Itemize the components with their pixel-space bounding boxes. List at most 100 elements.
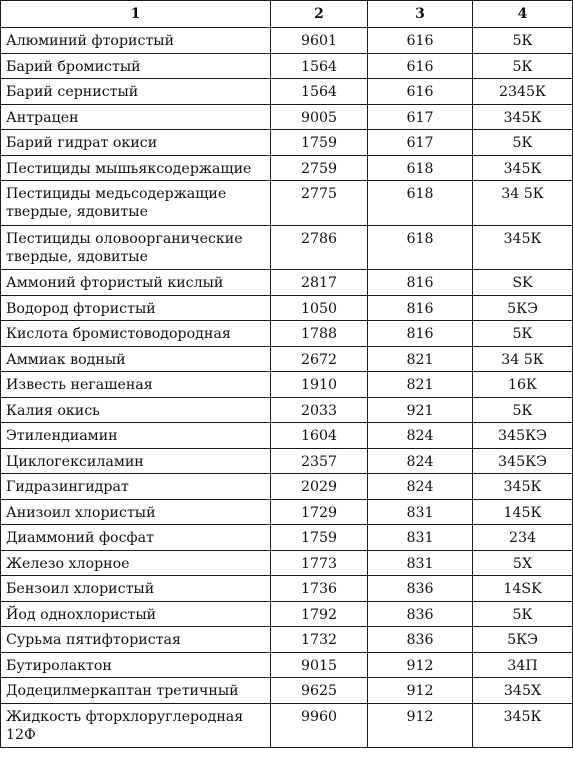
- cell-column-3: 816: [367, 269, 473, 296]
- cell-column-3: 821: [367, 345, 473, 372]
- column-header-4: 4: [472, 0, 573, 28]
- table-row: Бутиролактон 9015 912 34П: [0, 651, 573, 678]
- table-row: Аммоний фтористый кислый 2817 816 SK: [0, 269, 573, 296]
- cell-column-2: 1759: [270, 129, 368, 156]
- cell-substance-name: Барий гидрат окиси: [0, 129, 271, 156]
- cell-substance-name: Пестициды медьсодержащие твердые, ядовит…: [0, 180, 271, 226]
- cell-column-2: 9601: [270, 27, 368, 54]
- cell-substance-name: Жидкость фторхлоруглеродная 12Ф: [0, 702, 271, 748]
- cell-column-4: 345КЭ: [472, 447, 573, 474]
- cell-column-4: 34 5К: [472, 345, 573, 372]
- table-row: Калия окись 2033 921 5К: [0, 396, 573, 423]
- table-row: Йод однохлористый 1792 836 5К: [0, 600, 573, 627]
- cell-column-4: 345К: [472, 224, 573, 270]
- cell-column-3: 912: [367, 702, 473, 748]
- cell-column-2: 1564: [270, 52, 368, 79]
- substances-table: 1 2 3 4 Алюминий фтористый 9601 616 5К Барий…: [0, 0, 573, 748]
- cell-substance-name: Калия окись: [0, 396, 271, 423]
- column-header-2: 2: [270, 0, 368, 28]
- cell-column-3: 618: [367, 154, 473, 181]
- cell-column-4: 2345К: [472, 78, 573, 105]
- table-row: Циклогексиламин 2357 824 345КЭ: [0, 447, 573, 474]
- cell-column-2: 2786: [270, 224, 368, 270]
- table-row: Барий гидрат окиси 1759 617 5К: [0, 129, 573, 156]
- table-row: Додецилмеркаптан третичный 9625 912 345Х: [0, 677, 573, 704]
- cell-column-2: 1759: [270, 524, 368, 551]
- cell-column-4: 16К: [472, 371, 573, 398]
- cell-column-3: 912: [367, 651, 473, 678]
- cell-column-3: 921: [367, 396, 473, 423]
- cell-column-3: 824: [367, 473, 473, 500]
- cell-column-3: 816: [367, 294, 473, 321]
- cell-substance-name: Бутиролактон: [0, 651, 271, 678]
- cell-column-4: 345К: [472, 154, 573, 181]
- cell-column-3: 831: [367, 549, 473, 576]
- cell-substance-name: Диаммоний фосфат: [0, 524, 271, 551]
- cell-column-4: 5Х: [472, 549, 573, 576]
- table-header: 1 2 3 4: [0, 0, 573, 28]
- cell-substance-name: Додецилмеркаптан третичный: [0, 677, 271, 704]
- table-row: Пестициды мышьяксодержащие 2759 618 345К: [0, 154, 573, 181]
- cell-column-2: 2029: [270, 473, 368, 500]
- cell-column-3: 616: [367, 78, 473, 105]
- column-header-1: 1: [0, 0, 271, 28]
- table-row: Известь негашеная 1910 821 16К: [0, 371, 573, 398]
- cell-column-2: 1792: [270, 600, 368, 627]
- cell-column-3: 617: [367, 103, 473, 130]
- cell-column-2: 1910: [270, 371, 368, 398]
- cell-column-4: 34П: [472, 651, 573, 678]
- cell-substance-name: Барий бромистый: [0, 52, 271, 79]
- cell-column-3: 821: [367, 371, 473, 398]
- cell-column-2: 1773: [270, 549, 368, 576]
- cell-substance-name: Пестициды мышьяксодержащие: [0, 154, 271, 181]
- cell-column-2: 9625: [270, 677, 368, 704]
- cell-substance-name: Гидразингидрат: [0, 473, 271, 500]
- cell-column-4: 234: [472, 524, 573, 551]
- cell-column-2: 1788: [270, 320, 368, 347]
- table-row: Анизоил хлористый 1729 831 145К: [0, 498, 573, 525]
- cell-column-3: 831: [367, 498, 473, 525]
- cell-column-4: 345К: [472, 702, 573, 748]
- cell-substance-name: Сурьма пятифтористая: [0, 626, 271, 653]
- cell-column-3: 618: [367, 180, 473, 226]
- cell-column-3: 616: [367, 27, 473, 54]
- cell-column-3: 831: [367, 524, 473, 551]
- cell-substance-name: Этилендиамин: [0, 422, 271, 449]
- cell-column-3: 836: [367, 575, 473, 602]
- cell-column-2: 2033: [270, 396, 368, 423]
- cell-column-3: 616: [367, 52, 473, 79]
- cell-column-4: 345К: [472, 103, 573, 130]
- cell-column-3: 824: [367, 447, 473, 474]
- cell-column-3: 617: [367, 129, 473, 156]
- cell-column-2: 1604: [270, 422, 368, 449]
- cell-column-4: 345К: [472, 473, 573, 500]
- cell-substance-name: Барий сернистый: [0, 78, 271, 105]
- cell-column-2: 2817: [270, 269, 368, 296]
- table-row: Алюминий фтористый 9601 616 5К: [0, 27, 573, 54]
- cell-column-4: 145К: [472, 498, 573, 525]
- table-row: Сурьма пятифтористая 1732 836 5КЭ: [0, 626, 573, 653]
- cell-substance-name: Алюминий фтористый: [0, 27, 271, 54]
- table-row: Антрацен 9005 617 345К: [0, 103, 573, 130]
- cell-column-4: 5КЭ: [472, 294, 573, 321]
- table-row: Гидразингидрат 2029 824 345К: [0, 473, 573, 500]
- cell-substance-name: Антрацен: [0, 103, 271, 130]
- cell-column-4: SK: [472, 269, 573, 296]
- table-row: Диаммоний фосфат 1759 831 234: [0, 524, 573, 551]
- cell-column-4: 14SK: [472, 575, 573, 602]
- table-row: Аммиак водный 2672 821 34 5К: [0, 345, 573, 372]
- cell-column-2: 1732: [270, 626, 368, 653]
- cell-substance-name: Пестициды оловоорганические твердые, ядо…: [0, 224, 271, 270]
- cell-column-2: 2775: [270, 180, 368, 226]
- cell-substance-name: Кислота бромистоводородная: [0, 320, 271, 347]
- table-row: Водород фтористый 1050 816 5КЭ: [0, 294, 573, 321]
- cell-substance-name: Бензоил хлористый: [0, 575, 271, 602]
- cell-column-3: 836: [367, 626, 473, 653]
- cell-substance-name: Йод однохлористый: [0, 600, 271, 627]
- cell-column-4: 5К: [472, 396, 573, 423]
- cell-substance-name: Известь негашеная: [0, 371, 271, 398]
- cell-column-2: 1736: [270, 575, 368, 602]
- cell-column-4: 5К: [472, 27, 573, 54]
- table-row: Железо хлорное 1773 831 5Х: [0, 549, 573, 576]
- cell-column-4: 5К: [472, 600, 573, 627]
